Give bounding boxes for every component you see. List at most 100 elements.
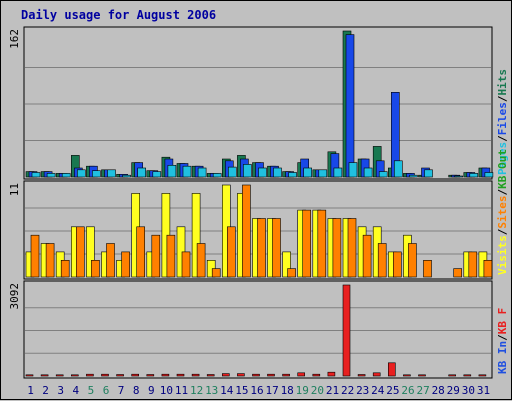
- bar-sites-day-27: [423, 259, 432, 278]
- bar-kb_f-day-26: [403, 374, 411, 377]
- legend-visits-item-1: /: [496, 228, 509, 235]
- legend-kbytes-item-0: KB In: [496, 341, 509, 374]
- bar-kb_f-day-1: [25, 374, 34, 377]
- bar-sites-day-12: [196, 243, 206, 278]
- bar-pages-day-21: [333, 167, 343, 178]
- legend-kbytes: KB In/KB F: [496, 308, 509, 374]
- bar-pages-day-16: [258, 167, 267, 178]
- bar-pages-day-13: [212, 173, 222, 178]
- bar-sites-day-19: [302, 209, 312, 278]
- bar-pages-day-9: [152, 171, 162, 178]
- x-tick-label-11: 11: [175, 384, 188, 397]
- x-tick-label-20: 20: [311, 384, 324, 397]
- bar-kb_f-day-22: [342, 284, 351, 377]
- bar-kb_f-day-31: [478, 374, 487, 377]
- bar-sites-day-8: [136, 226, 145, 278]
- bar-sites-day-24: [377, 243, 387, 278]
- x-axis: 1 2 3 4 5 6 7 8 9 10 11 12 13 14 15 16 17 18 19 20 21 22 23 24 2…: [27, 384, 490, 397]
- ymax-label-hits: 162: [8, 29, 21, 49]
- bar-kb_f-day-17: [267, 373, 275, 377]
- bar-pages-day-7: [122, 174, 131, 178]
- bar-kb_f-day-11: [176, 373, 185, 377]
- legend-hits-item-1: /: [496, 135, 509, 142]
- x-tick-label-27: 27: [416, 384, 429, 397]
- bar-pages-day-15: [243, 164, 252, 178]
- bar-pages-day-1: [31, 172, 41, 178]
- bar-sites-day-31: [483, 259, 493, 278]
- bar-pages-day-6: [107, 169, 116, 178]
- x-tick-label-22: 22: [341, 384, 354, 397]
- bar-kb_f-day-25: [387, 362, 396, 377]
- bar-sites-day-14: [227, 226, 236, 278]
- x-tick-label-25: 25: [386, 384, 399, 397]
- legend-hits-item-2: Files: [496, 102, 509, 135]
- bar-pages-day-20: [318, 169, 328, 178]
- bar-sites-day-3: [60, 259, 70, 278]
- x-tick-label-5: 5: [88, 384, 95, 397]
- legend-visits-item-2: Sites: [496, 196, 509, 229]
- bar-sites-day-11: [181, 251, 191, 278]
- bar-pages-day-18: [288, 172, 297, 178]
- legend-kbytes-item-1: /: [496, 334, 509, 341]
- bar-sites-day-1: [30, 234, 40, 278]
- bar-kb_f-day-23: [357, 374, 366, 377]
- bar-visits-day-18: [282, 251, 291, 278]
- bar-kb_f-day-2: [40, 374, 49, 377]
- bar-pages-day-27: [424, 169, 433, 178]
- x-tick-label-18: 18: [281, 384, 294, 397]
- x-tick-label-2: 2: [42, 384, 49, 397]
- x-tick-label-10: 10: [160, 384, 173, 397]
- x-tick-label-30: 30: [462, 384, 475, 397]
- bar-sites-day-6: [106, 243, 115, 278]
- x-tick-label-28: 28: [432, 384, 445, 397]
- bar-pages-day-29: [454, 175, 464, 178]
- x-tick-label-8: 8: [133, 384, 140, 397]
- legend-visits: Visits/Sites/KB Out: [496, 149, 509, 275]
- panel-visits: 11 Visits/Sites/KB Out: [8, 149, 509, 280]
- bar-kb_f-day-29: [448, 374, 457, 377]
- legend-hits-item-3: /: [496, 95, 509, 102]
- x-tick-label-14: 14: [220, 384, 234, 397]
- bar-sites-day-2: [45, 243, 55, 278]
- bar-pages-day-10: [167, 165, 177, 178]
- panel-kbytes-frame: [23, 280, 493, 379]
- bar-pages-day-19: [303, 167, 313, 178]
- bar-sites-day-16: [257, 218, 266, 278]
- x-tick-label-23: 23: [356, 384, 369, 397]
- bar-sites-day-18: [287, 268, 296, 278]
- x-tick-label-26: 26: [401, 384, 414, 397]
- bar-sites-day-7: [121, 251, 130, 278]
- ymax-label-visits: 11: [8, 183, 21, 196]
- bar-sites-day-30: [468, 251, 478, 278]
- bar-kb_f-day-10: [161, 373, 170, 377]
- x-tick-label-4: 4: [72, 384, 79, 397]
- panel-hits-frame: [23, 26, 493, 180]
- bar-kb_f-day-21: [327, 371, 336, 377]
- bar-pages-day-17: [273, 167, 282, 178]
- chart-title: Daily usage for August 2006: [21, 8, 216, 22]
- bar-pages-day-24: [378, 171, 388, 178]
- bar-sites-day-13: [211, 268, 221, 278]
- bar-sites-day-10: [166, 234, 176, 278]
- bar-pages-day-8: [137, 167, 146, 178]
- bar-sites-day-25: [392, 251, 402, 278]
- x-tick-label-19: 19: [296, 384, 309, 397]
- bar-kb_f-day-4: [71, 374, 79, 377]
- x-tick-label-21: 21: [326, 384, 339, 397]
- bar-kb_f-day-6: [101, 373, 109, 377]
- bar-kb_f-day-16: [252, 373, 260, 377]
- bar-sites-day-29: [453, 268, 463, 278]
- bar-pages-day-4: [77, 169, 86, 178]
- bar-kb_f-day-30: [463, 374, 472, 377]
- bar-sites-day-20: [317, 209, 327, 278]
- bar-kb_f-day-14: [222, 373, 230, 377]
- ymax-label-kbytes: 3092: [8, 283, 21, 310]
- bar-sites-day-5: [91, 259, 100, 278]
- x-tick-label-6: 6: [103, 384, 110, 397]
- legend-kbytes-item-2: KB F: [496, 308, 509, 335]
- bar-sites-day-17: [272, 218, 281, 278]
- x-tick-label-13: 13: [205, 384, 218, 397]
